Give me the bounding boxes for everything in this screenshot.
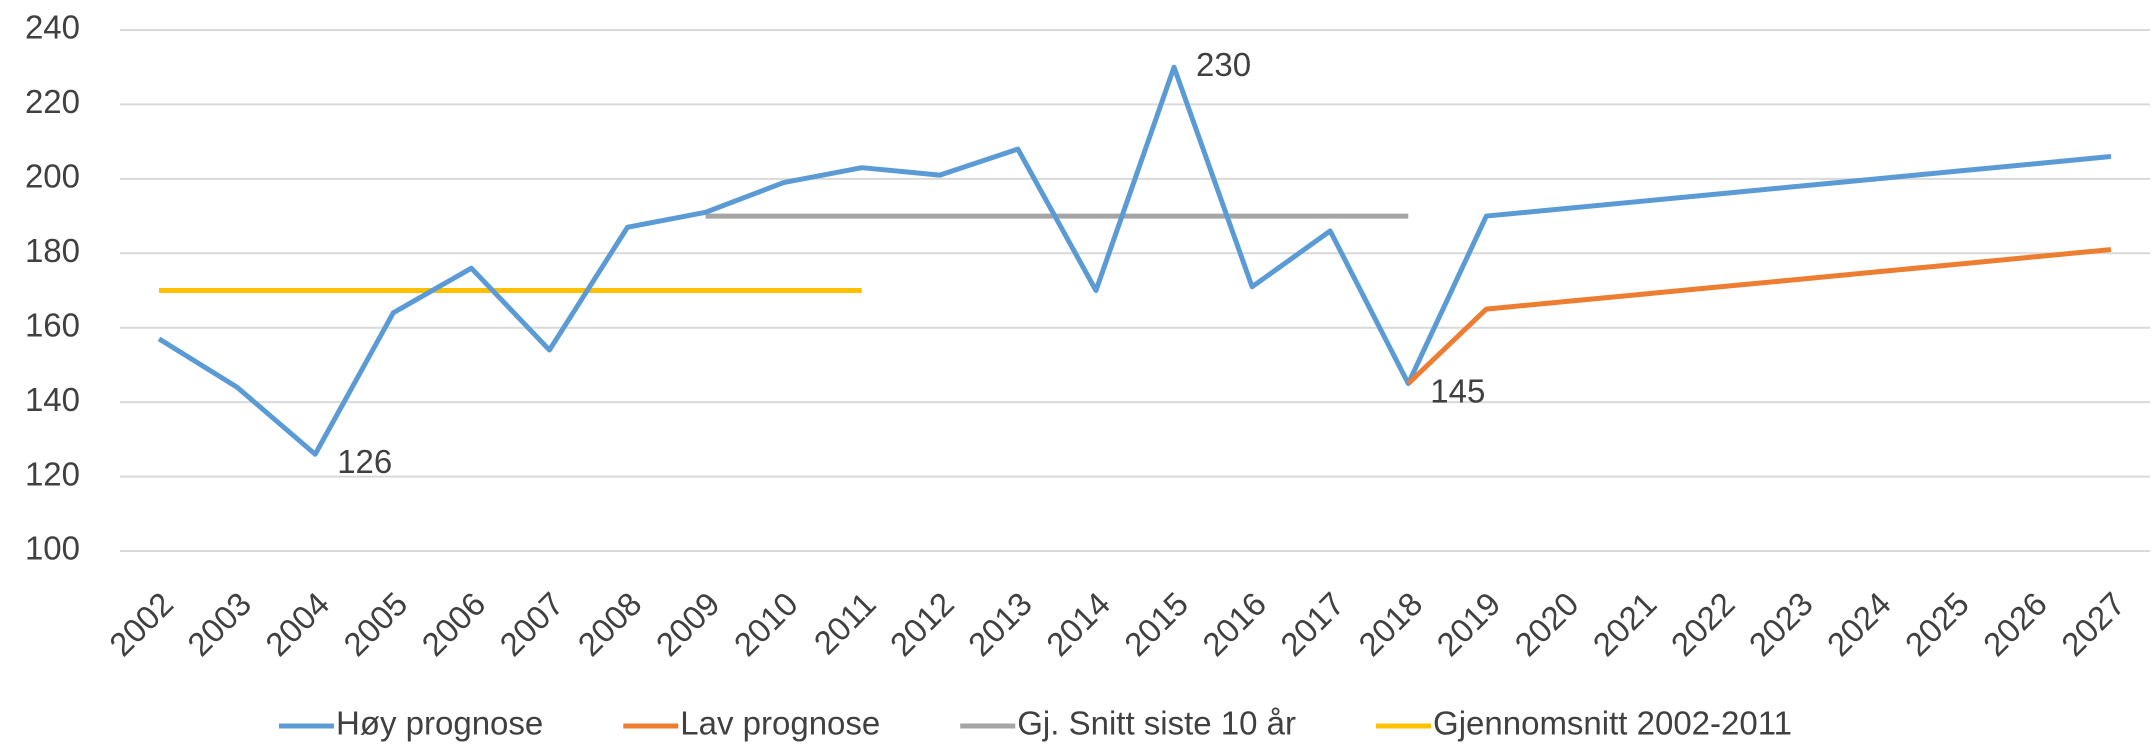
x-tick-label: 2011 — [807, 585, 883, 661]
y-tick-label: 120 — [25, 455, 80, 492]
x-tick-label: 2025 — [1898, 585, 1976, 663]
y-tick-label: 220 — [25, 83, 80, 120]
x-tick-label: 2021 — [1586, 585, 1664, 663]
y-tick-label: 180 — [25, 232, 80, 269]
x-tick-label: 2014 — [1039, 585, 1117, 663]
legend-label: Gjennomsnitt 2002-2011 — [1433, 705, 1792, 742]
x-tick-label: 2005 — [336, 585, 414, 663]
x-tick-label: 2019 — [1429, 585, 1507, 663]
x-tick-label: 2003 — [180, 585, 258, 663]
x-tick-label: 2002 — [102, 585, 180, 663]
series-line — [1406, 247, 2112, 386]
x-tick-label: 2023 — [1742, 585, 1820, 663]
x-tick-label: 2004 — [258, 585, 336, 663]
x-tick-label: 2009 — [649, 585, 727, 663]
legend-label: Gj. Snitt siste 10 år — [1017, 705, 1296, 742]
legend-label: Lav prognose — [680, 705, 880, 742]
data-label: 145 — [1430, 372, 1485, 409]
y-tick-label: 240 — [25, 9, 80, 46]
x-tick-label: 2013 — [961, 585, 1039, 663]
legend-label: Høy prognose — [336, 705, 543, 742]
y-tick-label: 100 — [25, 530, 80, 567]
x-tick-label: 2024 — [1820, 585, 1898, 663]
x-tick-label: 2027 — [2054, 585, 2132, 663]
series-line — [157, 64, 2112, 457]
x-tick-label: 2020 — [1507, 585, 1585, 663]
x-tick-label: 2006 — [414, 585, 492, 663]
x-tick-label: 2012 — [883, 585, 961, 663]
y-tick-label: 140 — [25, 381, 80, 418]
x-tick-label: 2017 — [1273, 585, 1351, 663]
x-tick-label: 2022 — [1664, 585, 1742, 663]
y-tick-label: 200 — [25, 158, 80, 195]
y-tick-label: 160 — [25, 306, 80, 343]
x-tick-label: 2026 — [1976, 585, 2054, 663]
data-label: 230 — [1196, 46, 1251, 83]
data-label: 126 — [337, 443, 392, 480]
x-tick-label: 2010 — [727, 585, 805, 663]
x-tick-label: 2016 — [1195, 585, 1273, 663]
x-tick-label: 2007 — [492, 585, 570, 663]
x-tick-label: 2015 — [1117, 585, 1195, 663]
x-tick-label: 2018 — [1351, 585, 1429, 663]
x-tick-label: 2008 — [571, 585, 649, 663]
